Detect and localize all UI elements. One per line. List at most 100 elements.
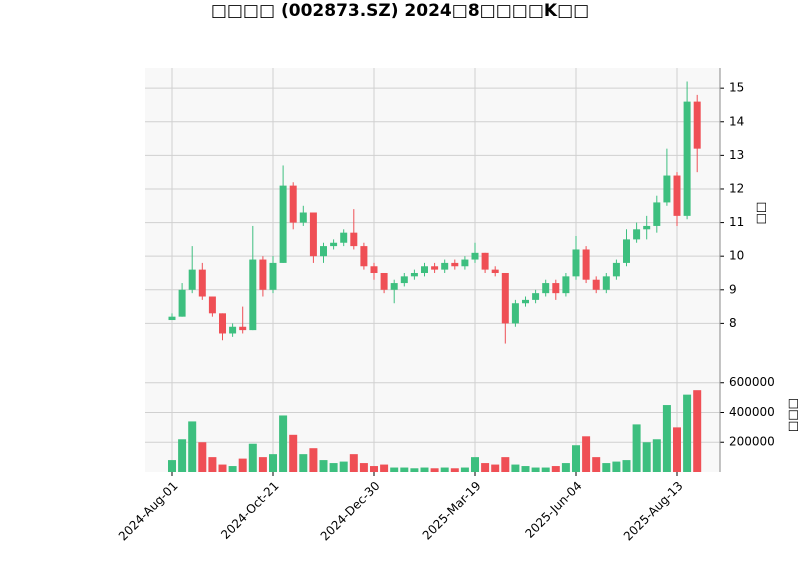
price-panel [145,68,720,357]
volume-bar [269,454,277,472]
volume-tick-label: 600000 [729,375,775,389]
candle-body [320,246,327,257]
candle-body [673,175,681,216]
volume-bar [430,468,439,472]
candle-body [552,283,560,294]
volume-bar [248,443,257,472]
candle-body [249,259,257,331]
volume-bar [349,454,358,472]
candle-body [562,276,570,294]
volume-bar [501,457,510,472]
volume-bar [208,457,217,472]
volume-bar [309,448,318,472]
candle-body [239,326,247,331]
volume-bar [450,468,459,472]
candle-body [582,249,590,280]
volume-bar [279,415,288,472]
candle-body [259,259,267,290]
volume-bar [491,464,500,472]
volume-bar [168,460,176,472]
volume-bar [380,464,389,472]
volume-bar [592,457,601,472]
candle-body [229,326,237,334]
volume-bar [329,463,338,472]
volume-bar [400,467,409,472]
candle-body [340,232,348,243]
y-tick-label: 9 [729,282,737,296]
volume-bar [572,445,580,472]
volume-axis-label: □□□ [786,398,800,432]
y-axis-label: □□ [754,202,768,225]
candle-body [461,259,469,267]
volume-bar [662,405,671,472]
candle-body [532,293,540,300]
chart-title: □□□□ (002873.SZ) 2024□8□□□□K□□ [211,1,589,21]
x-tick-label: 2025-Aug-13 [621,479,686,544]
volume-bar [238,458,247,472]
y-tick-label: 13 [729,148,744,162]
candle-body [178,289,186,317]
volume-bar [561,463,570,472]
candle-body [208,296,216,314]
volume-bar [693,390,702,472]
volume-bar [652,439,661,472]
candle-body [410,272,418,277]
volume-bar [299,454,308,472]
candle-body [643,225,651,230]
candle-body [653,202,661,226]
candle-body [572,249,580,277]
candle-body [168,316,176,321]
x-tick-label: 2024-Oct-21 [218,479,281,542]
volume-bar [481,463,490,472]
volume-bar [471,457,479,472]
volume-bar [178,439,187,472]
volume-bar [541,467,550,472]
volume-panel [145,357,720,472]
volume-bar [188,421,197,472]
volume-bar [339,461,348,472]
candle-body [219,313,226,334]
x-tick-label: 2025-Mar-19 [420,479,484,543]
candle-body [188,269,196,290]
candle-body [451,262,459,267]
volume-bar [521,466,530,472]
candle-body [542,283,550,294]
y-tick-label: 15 [729,81,744,95]
volume-bar [198,442,207,472]
candle-body [522,299,529,304]
candle-body [501,272,509,324]
volume-bar [582,436,591,472]
volume-bar [319,460,328,472]
candle-body [623,239,630,263]
volume-bar [531,467,540,472]
candle-body [421,266,428,273]
x-tick-label: 2025-Jun-04 [522,479,584,541]
candle-body [441,262,449,270]
volume-bar [622,460,631,472]
candle-body [390,283,398,290]
y-tick-label: 11 [729,215,744,229]
volume-bar [359,463,368,472]
candle-body [693,101,701,149]
volume-bar [612,461,621,472]
x-tick-label: 2024-Aug-01 [116,479,181,544]
candle-body [431,266,439,270]
volume-tick-label: 200000 [729,435,775,449]
volume-bar [390,467,399,472]
candle-body [370,266,378,273]
volume-bar [370,466,378,472]
volume-bar [420,467,429,472]
candle-body [633,229,641,240]
volume-bar [683,394,692,472]
candle-body [309,212,317,257]
volume-bar [642,442,651,472]
candle-body [592,279,600,290]
volume-bar [602,463,611,472]
volume-bar [673,427,681,472]
candle-body [380,272,388,290]
volume-bar [551,466,560,472]
volume-bar [218,464,227,472]
candle-body [269,262,277,290]
volume-bar [228,466,237,472]
